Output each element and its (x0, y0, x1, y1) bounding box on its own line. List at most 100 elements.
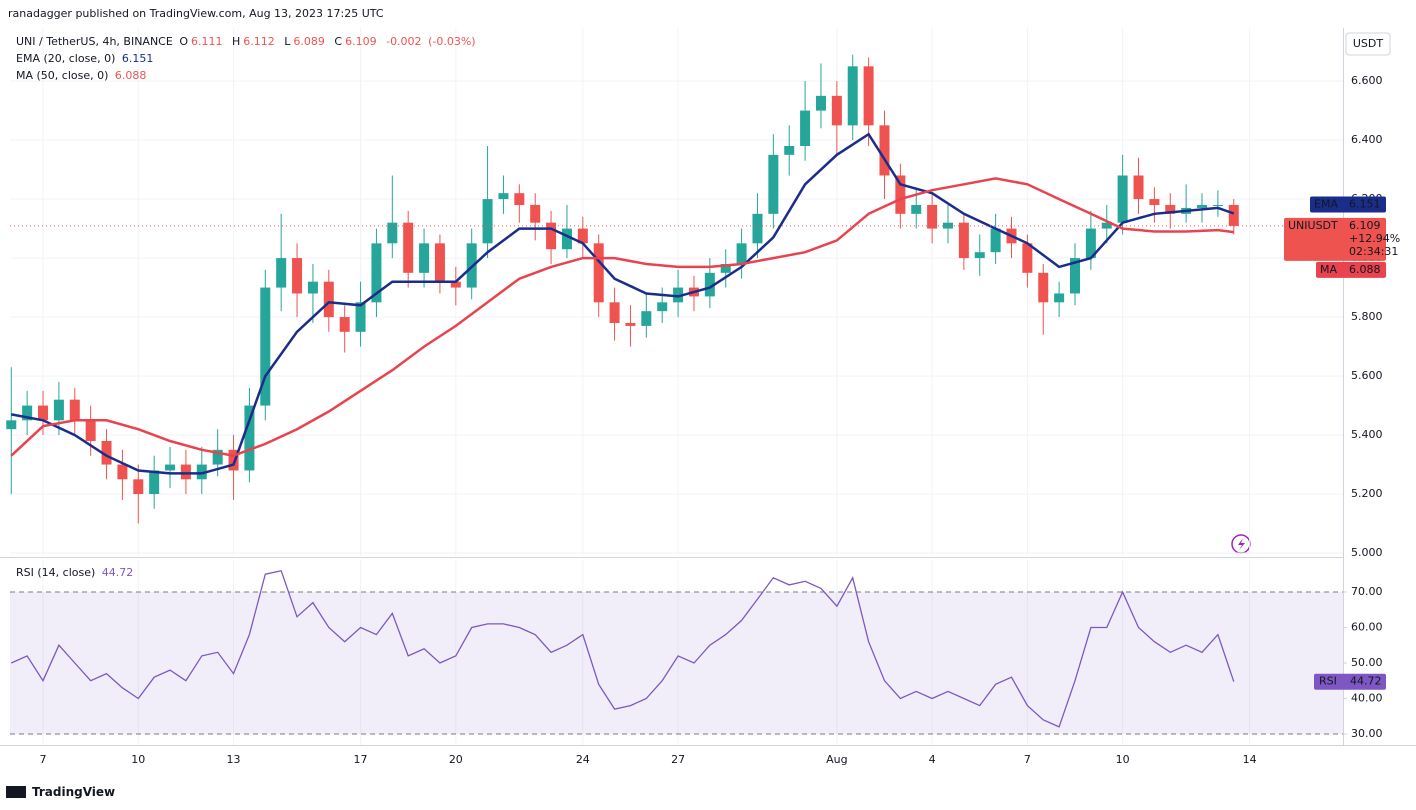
price-tag-change: +12.94% (1349, 232, 1400, 245)
candle-body (784, 145, 795, 155)
candle-body (1054, 293, 1065, 303)
candle-body (1197, 204, 1208, 208)
candle-body (133, 479, 144, 495)
rsi-tag-name: RSI (1319, 675, 1337, 688)
candle-body (927, 204, 938, 229)
candle-body (165, 464, 176, 471)
ema-label: EMA (20, close, 0) (16, 52, 116, 65)
x-tick-label: 27 (671, 753, 685, 766)
candle-body (482, 199, 493, 244)
candle-body (53, 399, 64, 421)
candle-body (720, 263, 731, 273)
y-tick-label: 6.600 (1351, 74, 1383, 87)
candle-body (450, 281, 461, 288)
ma-tag-value: 6.088 (1349, 263, 1381, 276)
candle-body (1149, 199, 1160, 205)
candle-body (419, 243, 430, 273)
y-tick-label: 6.400 (1351, 133, 1383, 146)
y-tick-label: 5.200 (1351, 487, 1383, 500)
y-tick-label: 5.000 (1351, 546, 1383, 559)
ema-legend: EMA (20, close, 0) 6.151 (16, 52, 156, 65)
candle-body (85, 420, 96, 441)
candle-body (561, 228, 572, 250)
candle-body (847, 66, 858, 126)
candle-body (736, 243, 747, 264)
x-tick-label: 20 (449, 753, 463, 766)
y-tick-label: 5.800 (1351, 310, 1383, 323)
ma-value: 6.088 (114, 69, 147, 82)
x-tick-label: 24 (576, 753, 590, 766)
ohlc-value: 6.111 (190, 35, 223, 48)
candle-body (1133, 175, 1144, 200)
change-pct: (-0.03%) (428, 35, 476, 48)
candle-body (244, 405, 255, 471)
currency-button[interactable] (1345, 32, 1391, 56)
rsi-label: RSI (14, close) (16, 566, 96, 579)
candle-body (958, 222, 969, 259)
candle-body (990, 228, 1001, 253)
y-tick-label: 30.00 (1351, 727, 1383, 740)
candle-body (212, 449, 223, 465)
candle-body (1212, 204, 1223, 206)
ema-value: 6.151 (121, 52, 154, 65)
symbol: UNI / TetherUS, 4h, BINANCE (16, 35, 173, 48)
candle-body (117, 464, 128, 480)
change: -0.002 (386, 35, 422, 48)
candle-body (323, 281, 334, 318)
rsi-value: 44.72 (101, 566, 134, 579)
y-tick-label: 5.600 (1351, 369, 1383, 382)
candle-body (879, 125, 890, 176)
ohlc-close: C 6.109 (334, 35, 379, 48)
ohlc-label: O (179, 35, 188, 48)
x-tick-label: Aug (826, 753, 847, 766)
x-tick-label: 14 (1243, 753, 1257, 766)
ohlc-high: H 6.112 (232, 35, 278, 48)
x-tick-label: 10 (1116, 753, 1130, 766)
y-tick-label: 70.00 (1351, 585, 1383, 598)
ohlc-label: H (231, 35, 241, 48)
candle-body (895, 175, 906, 214)
ema-tag-name: EMA (1314, 198, 1338, 211)
candle-body (530, 204, 541, 223)
candle-body (609, 302, 620, 323)
candle-body (1038, 272, 1049, 303)
candle-body (673, 287, 684, 303)
candle-body (942, 222, 953, 229)
candle-body (831, 95, 842, 126)
candle-body (403, 222, 414, 273)
candle-body (546, 222, 557, 250)
candle-body (815, 95, 826, 111)
ma-tag (1316, 261, 1386, 278)
currency-label: USDT (1353, 37, 1384, 50)
x-tick-label: 10 (131, 753, 145, 766)
candle-body (22, 405, 33, 421)
x-tick-label: 17 (354, 753, 368, 766)
candle-body (514, 193, 525, 205)
candle-body (593, 243, 604, 303)
candle-body (149, 470, 160, 495)
candle-body (1085, 228, 1096, 259)
y-tick-label: 50.00 (1351, 656, 1383, 669)
candle-body (911, 204, 922, 214)
price-tag-countdown: 02:34:31 (1349, 245, 1398, 258)
candle-body (6, 420, 17, 430)
candle-body (974, 252, 985, 259)
ma-label: MA (50, close, 0) (16, 69, 109, 82)
candle-body (657, 302, 668, 312)
candle-body (1165, 204, 1176, 214)
candle-body (260, 287, 271, 406)
ohlc-open: O 6.111 (179, 35, 225, 48)
ohlc-label: C (334, 35, 343, 48)
candle-body (1022, 243, 1033, 273)
ma-tag-name: MA (1320, 263, 1337, 276)
ohlc-value: 6.112 (243, 35, 275, 48)
ohlc-low: L 6.089 (284, 35, 328, 48)
candle-body (1228, 204, 1239, 226)
x-tick-label: 7 (40, 753, 47, 766)
candle-body (498, 193, 509, 200)
candle-body (863, 66, 874, 126)
price-tag-value: 6.109 (1349, 219, 1381, 232)
candle-body (434, 243, 445, 282)
candle-body (196, 464, 207, 480)
